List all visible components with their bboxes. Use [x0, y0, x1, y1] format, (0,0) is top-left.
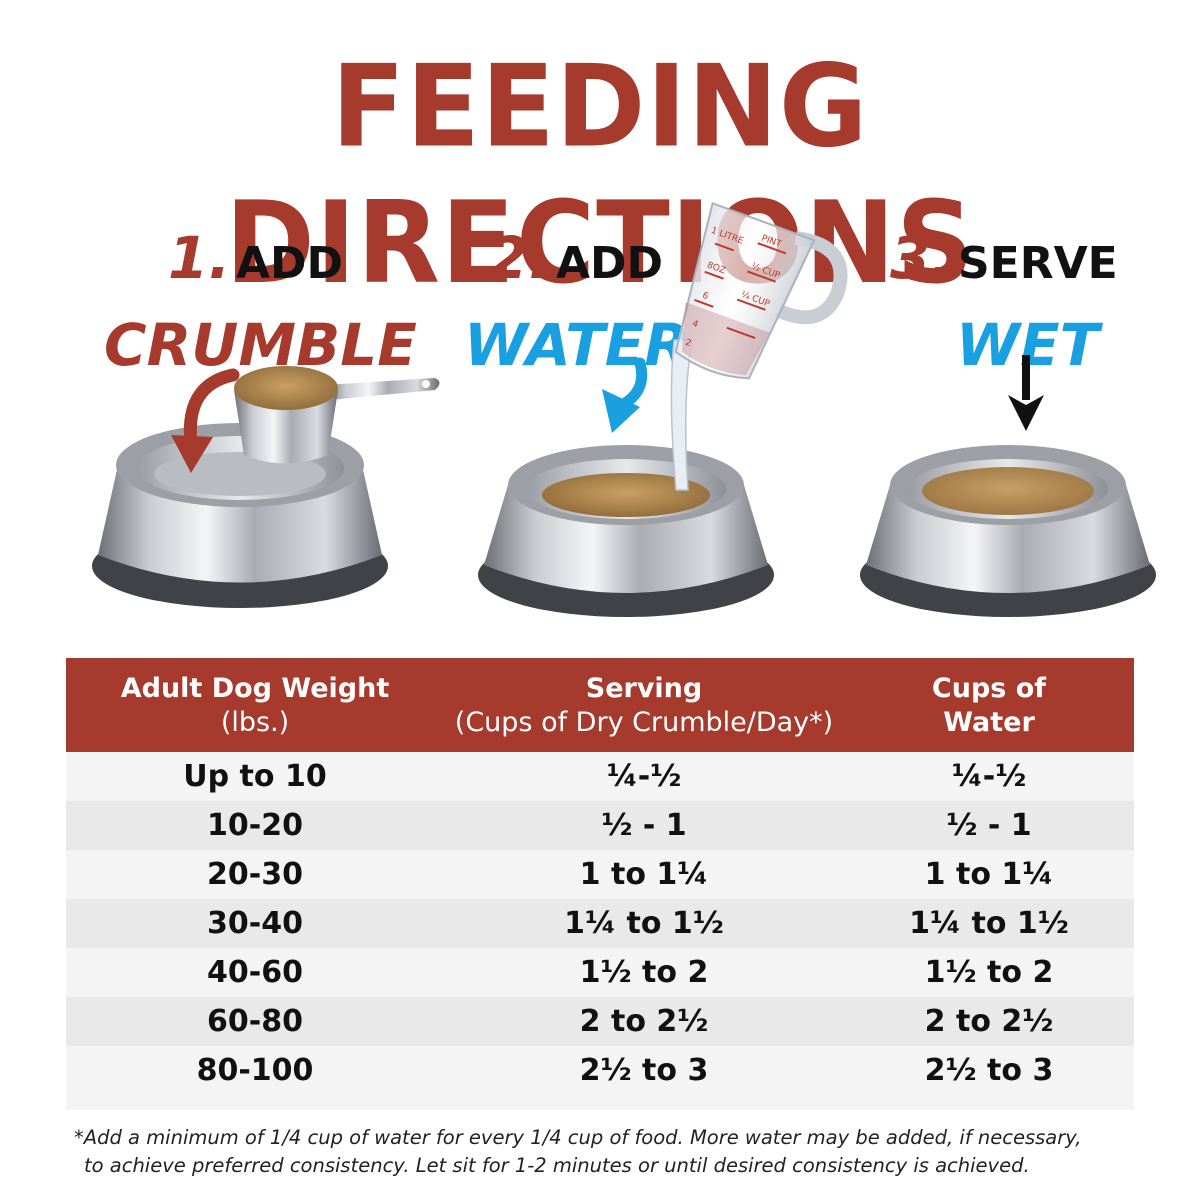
step-verb: SERVE [957, 238, 1118, 289]
water-cell: 1½ to 2 [924, 955, 1054, 990]
cup-marking: 6 [701, 291, 710, 302]
step-object: WATER [464, 311, 690, 379]
water-stream-icon [670, 339, 693, 491]
water-cell: 1¼ to 1½ [909, 906, 1069, 941]
page-title: FEEDING DIRECTIONS [225, 41, 975, 310]
step-3-heading: 3. SERVE WET [890, 222, 1200, 396]
table-row: Up to 10 ¼-½ ¼-½ [66, 752, 1134, 801]
step-1-heading: 1. ADD CRUMBLE [104, 222, 540, 396]
step-number: 2. [488, 224, 551, 292]
serving-cell: 2 to 2½ [579, 1004, 709, 1039]
step-verb: ADD [235, 238, 344, 289]
serving-cell: 1¼ to 1½ [564, 906, 724, 941]
step-verb: ADD [555, 238, 664, 289]
water-cell: 2½ to 3 [924, 1053, 1054, 1088]
measuring-cup-icon: 1 LITRE 8OZ 6 4 2 PINT ½ CUP ¼ CUP [674, 202, 848, 380]
serving-cell: 1½ to 2 [579, 955, 709, 990]
feeding-table: Adult Dog Weight (lbs.) Serving (Cups of… [66, 658, 1134, 1110]
weight-cell: 30-40 [207, 906, 303, 941]
cup-marking: 2 [684, 338, 693, 349]
column-header-water: Cups of Water [931, 673, 1047, 738]
table-row: 80-100 2½ to 3 2½ to 3 [66, 1046, 1134, 1110]
serving-cell: 1 to 1¼ [579, 857, 709, 892]
footnote-line: to achieve preferred consistency. Let si… [84, 1154, 1030, 1177]
wet-food-bowl-illustration [860, 445, 1156, 617]
table-row: 40-60 1½ to 2 1½ to 2 [66, 948, 1134, 997]
table-row: 60-80 2 to 2½ 2 to 2½ [66, 997, 1134, 1046]
column-header-serving: Serving (Cups of Dry Crumble/Day*) [454, 673, 834, 738]
cup-marking: 4 [691, 319, 700, 330]
water-cell: 2 to 2½ [924, 1004, 1054, 1039]
weight-cell: Up to 10 [183, 759, 327, 794]
table-row: 10-20 ½ - 1 ½ - 1 [66, 801, 1134, 850]
step-2-heading: 2. ADD WATER [464, 222, 868, 396]
water-cell: ¼-½ [951, 759, 1027, 794]
serving-cell: ½ - 1 [601, 808, 687, 843]
weight-cell: 10-20 [207, 808, 303, 843]
footnote: *Add a minimum of 1/4 cup of water for e… [74, 1124, 1134, 1180]
step-number: 1. [168, 224, 231, 292]
weight-cell: 80-100 [196, 1053, 314, 1088]
table-row: 30-40 1¼ to 1½ 1¼ to 1½ [66, 899, 1134, 948]
column-header-weight: Adult Dog Weight (lbs.) [120, 673, 390, 738]
down-arrow-icon [1008, 355, 1044, 431]
step-object: CRUMBLE [104, 311, 417, 379]
table-row: 20-30 1 to 1¼ 1 to 1¼ [66, 850, 1134, 899]
scoop-icon [234, 366, 440, 464]
serving-cell: ¼-½ [606, 759, 682, 794]
table-header: Adult Dog Weight (lbs.) Serving (Cups of… [66, 658, 1134, 752]
crumble-bowl-illustration [478, 445, 774, 617]
weight-cell: 20-30 [207, 857, 303, 892]
water-cell: ½ - 1 [946, 808, 1032, 843]
serving-cell: 2½ to 3 [579, 1053, 709, 1088]
water-cell: 1 to 1¼ [924, 857, 1054, 892]
curved-arrow-icon [602, 357, 648, 433]
weight-cell: 60-80 [207, 1004, 303, 1039]
weight-cell: 40-60 [207, 955, 303, 990]
footnote-line: *Add a minimum of 1/4 cup of water for e… [74, 1126, 1082, 1149]
curved-arrow-icon [171, 368, 240, 473]
step-number: 3. [890, 224, 953, 292]
